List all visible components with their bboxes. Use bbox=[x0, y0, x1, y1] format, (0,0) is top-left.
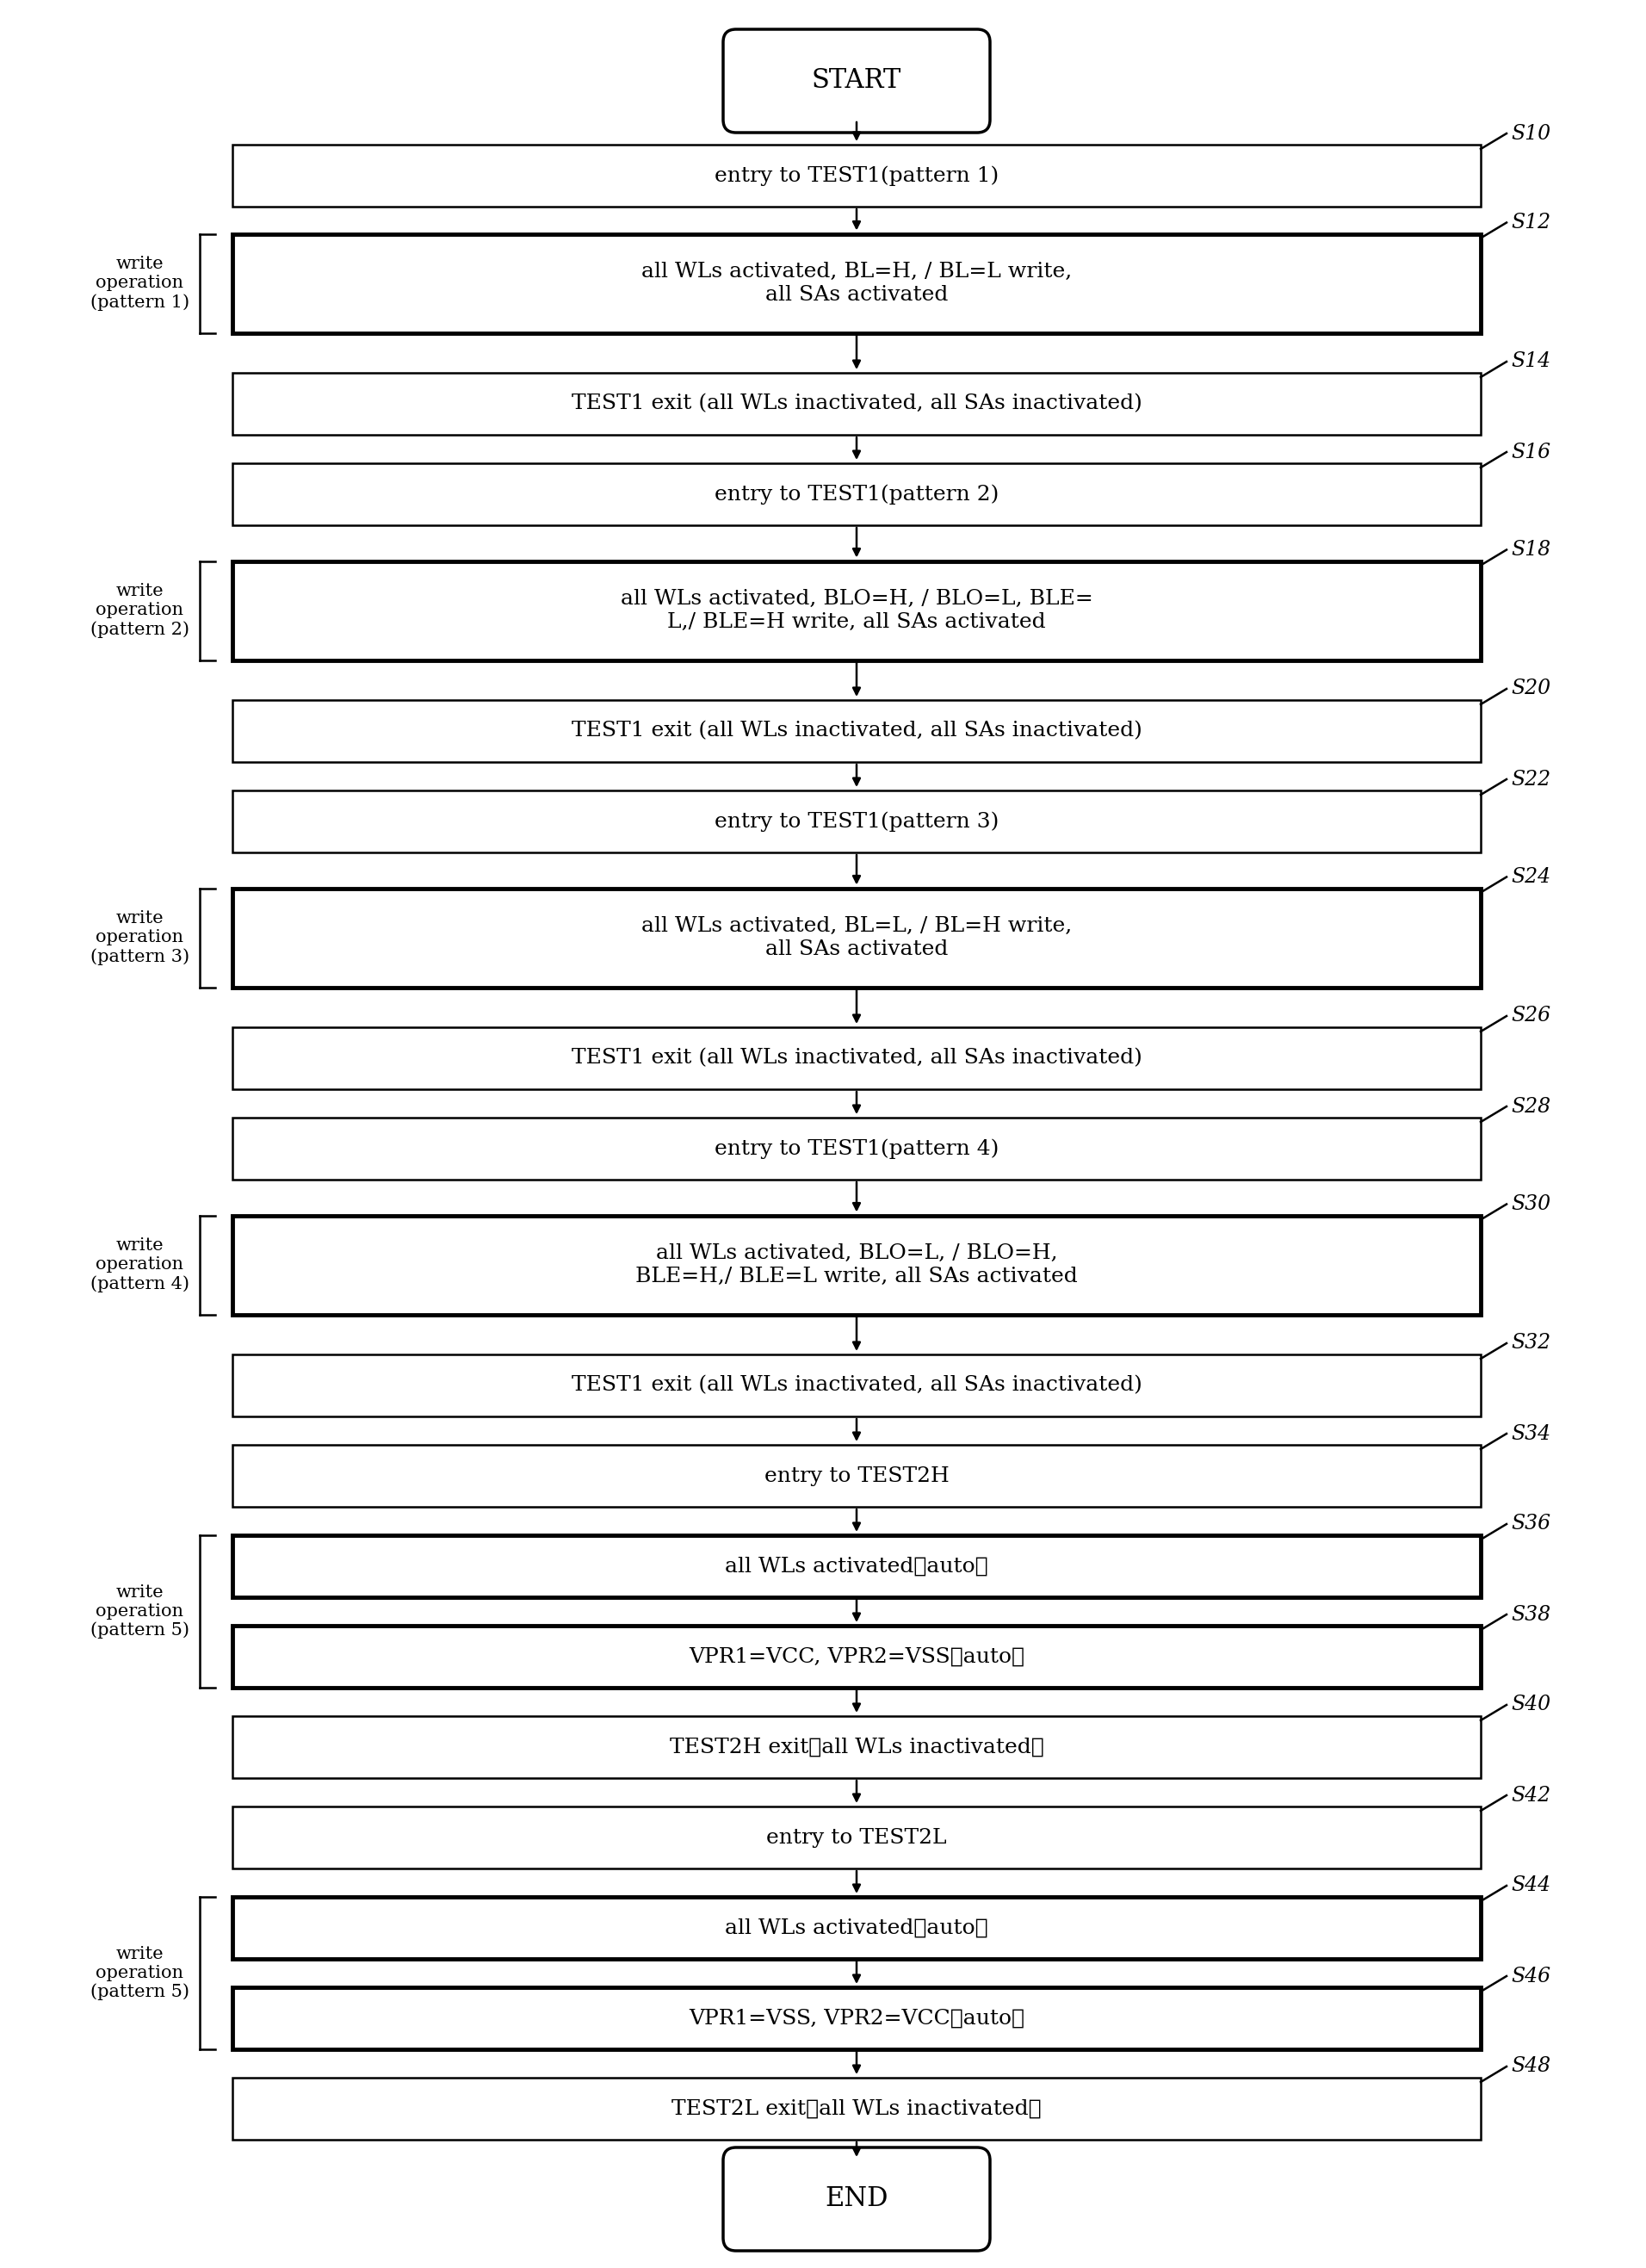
Bar bbox=[232, 1354, 1481, 1418]
Text: entry to TEST1(pattern 2): entry to TEST1(pattern 2) bbox=[714, 483, 999, 503]
Bar bbox=[232, 463, 1481, 526]
Text: VPR1=VCC, VPR2=VSS（auto）: VPR1=VCC, VPR2=VSS（auto） bbox=[688, 1647, 1024, 1667]
Bar bbox=[232, 1535, 1481, 1597]
Text: S14: S14 bbox=[1511, 352, 1551, 372]
Text: S30: S30 bbox=[1511, 1195, 1551, 1213]
Text: S42: S42 bbox=[1511, 1785, 1551, 1805]
Text: entry to TEST2L: entry to TEST2L bbox=[767, 1828, 946, 1848]
Bar bbox=[232, 1987, 1481, 2050]
Text: S22: S22 bbox=[1511, 769, 1551, 789]
Text: S18: S18 bbox=[1511, 540, 1551, 560]
Bar bbox=[232, 1717, 1481, 1778]
Text: S48: S48 bbox=[1511, 2057, 1551, 2077]
Text: TEST1 exit (all WLs inactivated, all SAs inactivated): TEST1 exit (all WLs inactivated, all SAs… bbox=[571, 721, 1142, 742]
Bar bbox=[232, 1445, 1481, 1506]
Text: S36: S36 bbox=[1511, 1515, 1551, 1533]
Text: write
operation
(pattern 4): write operation (pattern 4) bbox=[91, 1238, 189, 1293]
Text: S10: S10 bbox=[1511, 122, 1551, 143]
Text: all WLs activated, BL=L, / BL=H write,
all SAs activated: all WLs activated, BL=L, / BL=H write, a… bbox=[642, 916, 1072, 959]
Text: entry to TEST1(pattern 3): entry to TEST1(pattern 3) bbox=[714, 812, 999, 832]
Bar bbox=[232, 234, 1481, 333]
Bar bbox=[232, 792, 1481, 853]
Bar bbox=[232, 1216, 1481, 1315]
Bar bbox=[232, 1027, 1481, 1089]
Text: write
operation
(pattern 3): write operation (pattern 3) bbox=[91, 909, 189, 966]
Text: entry to TEST1(pattern 1): entry to TEST1(pattern 1) bbox=[714, 166, 999, 186]
Text: S24: S24 bbox=[1511, 866, 1551, 887]
Bar bbox=[232, 1896, 1481, 1960]
Text: entry to TEST1(pattern 4): entry to TEST1(pattern 4) bbox=[714, 1139, 999, 1159]
Text: all WLs activated, BLO=L, / BLO=H,
BLE=H,/ BLE=L write, all SAs activated: all WLs activated, BLO=L, / BLO=H, BLE=H… bbox=[635, 1243, 1078, 1286]
Text: TEST2L exit（all WLs inactivated）: TEST2L exit（all WLs inactivated） bbox=[672, 2098, 1042, 2118]
Text: S26: S26 bbox=[1511, 1007, 1551, 1025]
Bar bbox=[232, 145, 1481, 206]
Text: entry to TEST2H: entry to TEST2H bbox=[764, 1465, 950, 1486]
Text: all WLs activated, BLO=H, / BLO=L, BLE=
L,/ BLE=H write, all SAs activated: all WLs activated, BLO=H, / BLO=L, BLE= … bbox=[621, 590, 1093, 633]
Text: S44: S44 bbox=[1511, 1876, 1551, 1896]
Text: TEST1 exit (all WLs inactivated, all SAs inactivated): TEST1 exit (all WLs inactivated, all SAs… bbox=[571, 1048, 1142, 1068]
Text: S34: S34 bbox=[1511, 1424, 1551, 1442]
Bar bbox=[232, 1118, 1481, 1179]
Text: TEST1 exit (all WLs inactivated, all SAs inactivated): TEST1 exit (all WLs inactivated, all SAs… bbox=[571, 1374, 1142, 1395]
Text: all WLs activated（auto）: all WLs activated（auto） bbox=[724, 1556, 988, 1576]
Text: TEST2H exit（all WLs inactivated）: TEST2H exit（all WLs inactivated） bbox=[670, 1737, 1044, 1758]
Text: S28: S28 bbox=[1511, 1095, 1551, 1116]
Bar bbox=[232, 560, 1481, 660]
Text: START: START bbox=[811, 68, 902, 95]
Text: write
operation
(pattern 2): write operation (pattern 2) bbox=[91, 583, 189, 637]
Text: END: END bbox=[825, 2186, 889, 2214]
Text: S38: S38 bbox=[1511, 1603, 1551, 1624]
Text: write
operation
(pattern 5): write operation (pattern 5) bbox=[91, 1583, 189, 1640]
FancyBboxPatch shape bbox=[723, 2148, 989, 2250]
Text: write
operation
(pattern 1): write operation (pattern 1) bbox=[91, 256, 189, 311]
Text: all WLs activated, BL=H, / BL=L write,
all SAs activated: all WLs activated, BL=H, / BL=L write, a… bbox=[642, 261, 1072, 304]
Bar bbox=[232, 1808, 1481, 1869]
Text: TEST1 exit (all WLs inactivated, all SAs inactivated): TEST1 exit (all WLs inactivated, all SAs… bbox=[571, 395, 1142, 413]
Bar bbox=[232, 2077, 1481, 2139]
Bar bbox=[232, 701, 1481, 762]
Text: all WLs activated（auto）: all WLs activated（auto） bbox=[724, 1919, 988, 1937]
Text: S32: S32 bbox=[1511, 1334, 1551, 1354]
Bar bbox=[232, 372, 1481, 435]
Text: S46: S46 bbox=[1511, 1966, 1551, 1987]
Text: VPR1=VSS, VPR2=VCC（auto）: VPR1=VSS, VPR2=VCC（auto） bbox=[688, 2009, 1024, 2028]
Text: S40: S40 bbox=[1511, 1694, 1551, 1715]
Text: S20: S20 bbox=[1511, 678, 1551, 699]
Text: write
operation
(pattern 5): write operation (pattern 5) bbox=[91, 1946, 189, 2000]
FancyBboxPatch shape bbox=[723, 29, 989, 132]
Bar bbox=[232, 889, 1481, 987]
Bar bbox=[232, 1626, 1481, 1687]
Text: S16: S16 bbox=[1511, 442, 1551, 463]
Text: S12: S12 bbox=[1511, 213, 1551, 234]
